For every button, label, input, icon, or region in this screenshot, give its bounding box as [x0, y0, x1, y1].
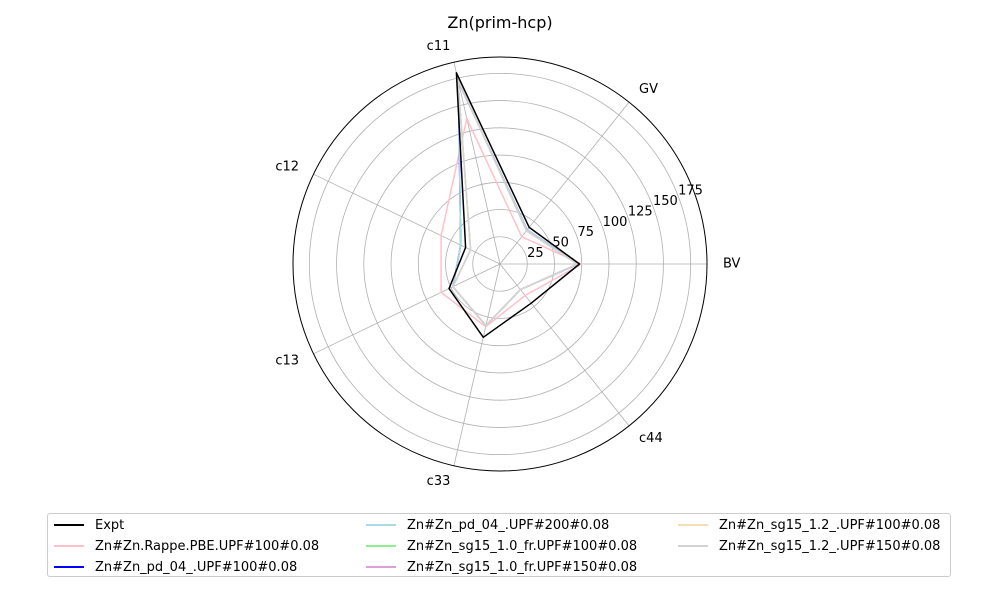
- legend-swatch: [54, 566, 84, 568]
- spoke-c33: [453, 263, 501, 466]
- spoke-c12: [313, 173, 501, 265]
- rtick-label-75: 75: [577, 225, 594, 240]
- legend-swatch: [366, 566, 396, 568]
- series-line-0: [448, 72, 581, 339]
- series-line-3: [452, 80, 580, 327]
- grid-layer: [292, 56, 708, 472]
- legend-item: Zn#Zn.Rappe.PBE.UPF#100#0.08: [54, 536, 319, 556]
- legend-item: Zn#Zn_sg15_1.2_.UPF#100#0.08: [678, 515, 940, 535]
- rtick-label-25: 25: [527, 246, 544, 261]
- legend-item: Expt: [54, 515, 124, 535]
- legend: Expt Zn#Zn.Rappe.PBE.UPF#100#0.08 Zn#Zn_pd…: [47, 513, 951, 577]
- legend-item: Zn#Zn_pd_04_.UPF#200#0.08: [366, 515, 609, 535]
- legend-item: Zn#Zn_sg15_1.0_fr.UPF#100#0.08: [366, 536, 637, 556]
- legend-label: Zn#Zn_sg15_1.2_.UPF#100#0.08: [719, 517, 941, 533]
- spoke-c13: [313, 263, 501, 355]
- axis-label-c44: c44: [639, 431, 663, 446]
- legend-label: Zn#Zn_sg15_1.0_fr.UPF#100#0.08: [407, 538, 638, 554]
- legend-label: Zn#Zn.Rappe.PBE.UPF#100#0.08: [95, 538, 320, 554]
- legend-swatch: [54, 524, 84, 526]
- legend-swatch: [366, 545, 396, 547]
- axis-label-GV: GV: [639, 82, 658, 97]
- axis-label-c12: c12: [275, 160, 299, 175]
- legend-swatch: [678, 524, 708, 526]
- legend-item: Zn#Zn_pd_04_.UPF#100#0.08: [54, 557, 297, 577]
- legend-label: Zn#Zn_pd_04_.UPF#100#0.08: [95, 559, 298, 575]
- polar-frame: [292, 56, 708, 472]
- legend-label: Zn#Zn_pd_04_.UPF#200#0.08: [407, 517, 610, 533]
- legend-swatch: [678, 545, 708, 547]
- legend-label: Zn#Zn_sg15_1.0_fr.UPF#150#0.08: [407, 559, 638, 575]
- legend-swatch: [54, 545, 84, 547]
- legend-swatch: [366, 524, 396, 526]
- legend-label: Zn#Zn_sg15_1.2_.UPF#150#0.08: [719, 538, 941, 554]
- rtick-label-150: 150: [653, 194, 678, 209]
- axis-label-c33: c33: [427, 474, 451, 489]
- axis-label-c13: c13: [275, 353, 299, 368]
- rtick-label-100: 100: [603, 215, 628, 230]
- legend-label: Expt: [95, 517, 125, 533]
- series-layer: [440, 72, 583, 339]
- series-line-7: [452, 78, 579, 327]
- axis-label-c11: c11: [427, 39, 451, 54]
- rtick-label-125: 125: [628, 204, 653, 219]
- chart-title: Zn(prim-hcp): [447, 13, 552, 32]
- rtick-label-50: 50: [552, 236, 569, 251]
- rtick-label-175: 175: [678, 184, 703, 199]
- spoke-c44: [499, 263, 630, 427]
- legend-item: Zn#Zn_sg15_1.2_.UPF#150#0.08: [678, 536, 940, 556]
- legend-item: Zn#Zn_sg15_1.0_fr.UPF#150#0.08: [366, 557, 637, 577]
- axis-label-BV: BV: [723, 257, 741, 272]
- spoke-c11: [453, 62, 501, 265]
- series-line-1: [440, 117, 583, 328]
